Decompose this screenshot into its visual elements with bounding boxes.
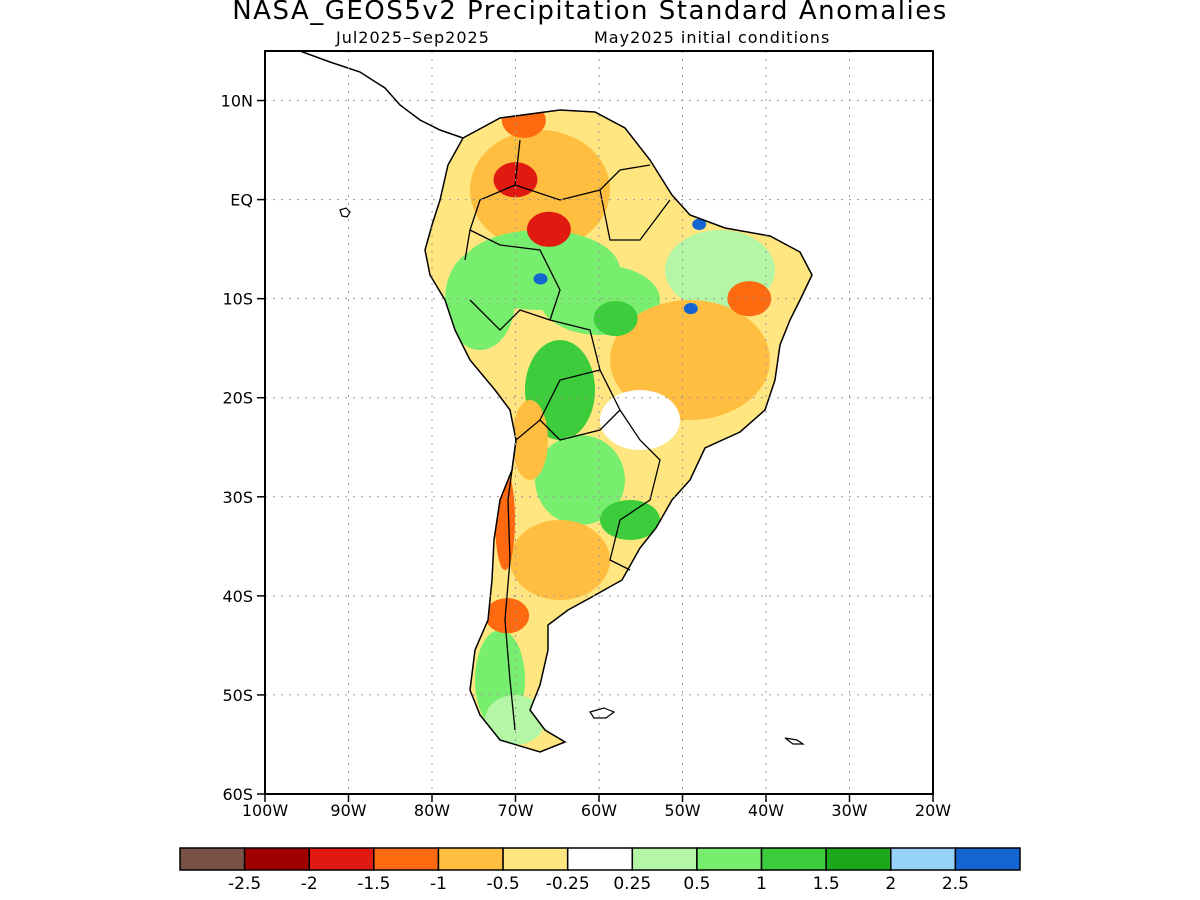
- lon-tick-label: 20W: [915, 801, 951, 820]
- map-frame: [264, 50, 934, 795]
- colorbar-label: -2: [301, 874, 318, 894]
- axis-ticks: [257, 99, 934, 802]
- lon-tick-label: 80W: [414, 801, 450, 820]
- colorbar-swatch: [566, 847, 634, 871]
- colorbar-swatch: [502, 847, 569, 871]
- lat-tick-label: 50S: [222, 686, 253, 705]
- anomaly-blob: [600, 500, 660, 540]
- colorbar-label: -0.5: [486, 874, 519, 894]
- colorbar-swatch: [373, 847, 440, 871]
- lon-labels: 100W 90W 80W 70W 60W 50W 40W 30W 20W: [242, 801, 951, 820]
- colorbar-label: -1: [430, 874, 447, 894]
- colorbar-labels: -2.5 -2 -1.5 -1 -0.5 -0.25 0.25 0.5 1 1.5 2 2.5: [228, 874, 969, 894]
- lat-tick-label: EQ: [230, 191, 253, 210]
- anomaly-hotspot: [485, 598, 530, 634]
- lat-tick-label: 10N: [221, 92, 253, 111]
- galapagos-islands: [339, 207, 351, 218]
- colorbar-swatch: [179, 847, 246, 871]
- lat-tick-label: 20S: [222, 389, 253, 408]
- lon-tick-label: 60W: [581, 801, 617, 820]
- anomaly-field: [299, 51, 813, 753]
- forecast-period: Jul2025–Sep2025: [336, 28, 490, 47]
- anomaly-hotspot: [593, 300, 638, 337]
- anomaly-blob: [512, 400, 548, 480]
- anomaly-blob: [485, 695, 545, 745]
- anomaly-hotspot: [727, 281, 772, 317]
- lat-labels: 10N EQ 10S 20S 30S 40S 50S 60S: [221, 92, 253, 804]
- colorbar-swatch: [890, 847, 957, 871]
- lat-tick-label: 10S: [222, 290, 253, 309]
- south-georgia: [784, 737, 805, 745]
- colorbar: [179, 847, 1021, 871]
- central-america-coast: [299, 51, 464, 139]
- lat-tick-label: 60S: [222, 785, 253, 804]
- anomaly-blob: [510, 520, 610, 600]
- lon-tick-label: 50W: [664, 801, 700, 820]
- lat-tick-label: 30S: [222, 488, 253, 507]
- initial-conditions: May2025 initial conditions: [594, 28, 831, 47]
- colorbar-label: 1.5: [813, 874, 840, 894]
- anomaly-hotspot: [692, 218, 707, 230]
- map-title: NASA_GEOS5v2 Precipitation Standard Anom…: [232, 0, 948, 26]
- colorbar-swatch: [825, 847, 892, 871]
- anomaly-hotspot: [533, 273, 548, 285]
- anomaly-hotspot: [683, 302, 698, 315]
- colorbar-swatch: [696, 847, 763, 871]
- colorbar-label: -1.5: [357, 874, 390, 894]
- lon-tick-label: 30W: [831, 801, 867, 820]
- colorbar-swatch: [631, 847, 698, 871]
- country-borders: [464, 139, 671, 731]
- lon-tick-label: 40W: [748, 801, 784, 820]
- colorbar-label: -2.5: [228, 874, 261, 894]
- colorbar-label: 2.5: [942, 874, 969, 894]
- colorbar-swatch: [243, 847, 310, 871]
- lon-tick-label: 90W: [330, 801, 366, 820]
- anomaly-hotspot: [493, 261, 538, 297]
- colorbar-swatch: [954, 847, 1021, 871]
- colorbar-label: -0.25: [546, 874, 590, 894]
- lon-tick-label: 70W: [497, 801, 533, 820]
- falkland-islands: [589, 707, 616, 719]
- lon-tick-label: 100W: [242, 801, 289, 820]
- anomaly-hotspot: [526, 211, 571, 247]
- colorbar-label: 0.25: [613, 874, 651, 894]
- colorbar-label: 2: [885, 874, 896, 894]
- lat-tick-label: 40S: [222, 587, 253, 606]
- colorbar-label: 0.5: [683, 874, 710, 894]
- anomaly-blob: [600, 390, 680, 450]
- colorbar-swatch: [760, 847, 827, 871]
- anomaly-blob: [470, 130, 610, 250]
- colorbar-swatch: [308, 847, 375, 871]
- colorbar-label: 1: [756, 874, 767, 894]
- colorbar-swatch: [437, 847, 504, 871]
- coastline: [424, 109, 813, 753]
